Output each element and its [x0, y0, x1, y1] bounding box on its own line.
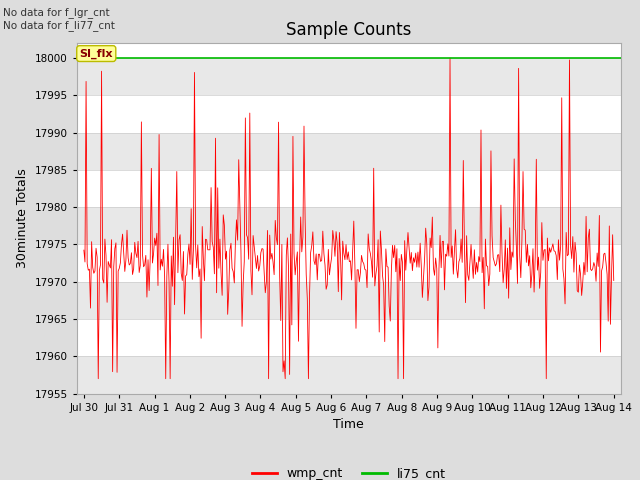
Bar	[77, 207, 621, 244]
Text: SI_flx: SI_flx	[79, 48, 113, 59]
X-axis label: Time: Time	[333, 418, 364, 431]
Title: Sample Counts: Sample Counts	[286, 21, 412, 39]
Y-axis label: 30minute Totals: 30minute Totals	[16, 168, 29, 268]
Bar	[77, 132, 621, 170]
Bar	[77, 356, 621, 394]
Bar	[77, 58, 621, 96]
Text: No data for f_lgr_cnt
No data for f_li77_cnt: No data for f_lgr_cnt No data for f_li77…	[3, 7, 115, 31]
Legend: wmp_cnt, li75_cnt: wmp_cnt, li75_cnt	[247, 462, 451, 480]
Bar	[77, 282, 621, 319]
